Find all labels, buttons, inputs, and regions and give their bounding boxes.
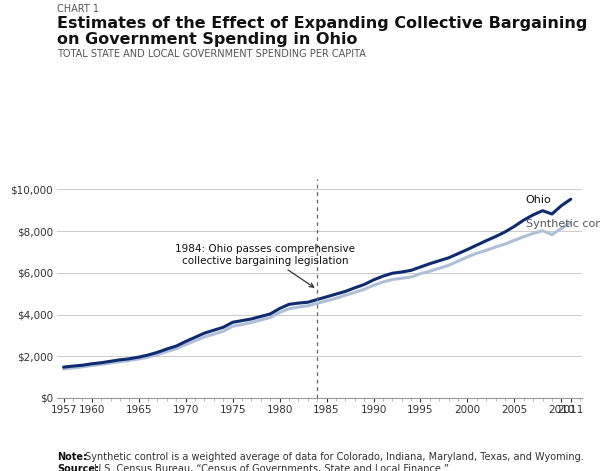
Text: U.S. Census Bureau, “Census of Governments, State and Local Finance.”: U.S. Census Bureau, “Census of Governmen… — [91, 464, 449, 471]
Text: Source:: Source: — [57, 464, 99, 471]
Text: Estimates of the Effect of Expanding Collective Bargaining: Estimates of the Effect of Expanding Col… — [57, 16, 587, 32]
Text: CHART 1: CHART 1 — [57, 4, 99, 14]
Text: Synthetic control is a weighted average of data for Colorado, Indiana, Maryland,: Synthetic control is a weighted average … — [82, 452, 584, 462]
Text: Synthetic control: Synthetic control — [526, 219, 600, 229]
Text: TOTAL STATE AND LOCAL GOVERNMENT SPENDING PER CAPITA: TOTAL STATE AND LOCAL GOVERNMENT SPENDIN… — [57, 49, 366, 59]
Text: 1984: Ohio passes comprehensive
collective bargaining legislation: 1984: Ohio passes comprehensive collecti… — [175, 244, 355, 287]
Text: Note:: Note: — [57, 452, 87, 462]
Text: on Government Spending in Ohio: on Government Spending in Ohio — [57, 32, 358, 47]
Text: Ohio: Ohio — [526, 195, 551, 205]
